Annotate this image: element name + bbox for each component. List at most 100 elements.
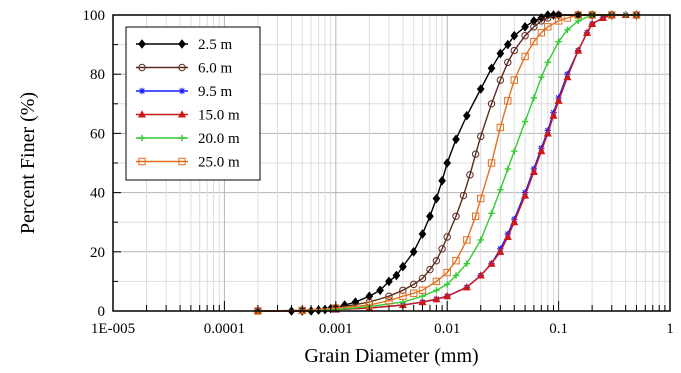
y-tick-label: 80 [90, 67, 105, 83]
data-point [409, 280, 418, 289]
data-point [471, 212, 480, 220]
data-point [452, 272, 460, 279]
series-line [257, 14, 637, 312]
legend-item: 9.5 m [136, 84, 233, 100]
data-point [510, 46, 518, 55]
ticks [113, 14, 666, 312]
data-point [443, 291, 452, 300]
data-point [530, 23, 538, 31]
data-point [438, 175, 446, 186]
data-point [399, 261, 407, 272]
data-point [544, 59, 552, 66]
data-point [582, 28, 592, 36]
data-point [496, 247, 505, 255]
data-point [497, 186, 504, 193]
data-point [452, 134, 460, 145]
legend-marker [137, 110, 147, 118]
data-point [399, 292, 407, 300]
data-point [487, 63, 496, 74]
x-tick-label: 1 [666, 321, 674, 337]
data-point [433, 287, 440, 294]
y-tick-label: 100 [83, 8, 106, 24]
x-tick-label: 0.0001 [204, 321, 245, 337]
data-point [521, 118, 529, 125]
data-point [549, 111, 558, 119]
series-4 [254, 11, 640, 315]
legend-label: 15.0 m [198, 108, 240, 124]
x-tick-label: 0.1 [549, 321, 568, 337]
data-point [376, 285, 384, 296]
data-point [574, 46, 583, 54]
data-point [432, 277, 441, 286]
legend-marker [138, 87, 146, 95]
data-point [488, 210, 495, 217]
data-point [426, 265, 434, 274]
data-point [459, 191, 468, 200]
data-point [588, 19, 597, 27]
data-point [418, 229, 427, 239]
data-point [409, 246, 418, 257]
data-point [432, 294, 441, 303]
legend-item: 6.0 m [136, 61, 233, 77]
data-point [399, 298, 407, 306]
data-point [487, 100, 496, 108]
x-tick-label: 0.01 [434, 321, 460, 337]
data-point [538, 73, 545, 81]
data-point [432, 256, 441, 265]
y-tick-label: 40 [90, 186, 105, 202]
data-point [463, 260, 471, 267]
data-point [477, 236, 484, 244]
data-point [476, 271, 485, 279]
data-point [409, 289, 418, 297]
data-point [452, 256, 460, 265]
legend-marker [178, 87, 186, 95]
data-point [530, 94, 538, 102]
data-point [537, 17, 546, 25]
data-point [444, 281, 451, 288]
x-tick-label: 1E-005 [91, 321, 135, 337]
data-point [555, 38, 562, 45]
series-line [257, 14, 637, 312]
data-point [487, 159, 496, 167]
data-point [511, 147, 518, 155]
series-1 [254, 11, 641, 315]
series-5 [254, 11, 641, 315]
data-point [564, 26, 571, 33]
legend-marker [138, 39, 146, 49]
data-point [463, 236, 471, 244]
data-point [510, 30, 519, 41]
data-point [452, 212, 460, 220]
data-point [487, 259, 496, 267]
data-point [462, 283, 471, 291]
data-point [563, 72, 572, 81]
data-point [477, 132, 485, 141]
y-tick-label: 60 [90, 126, 105, 142]
data-point [529, 167, 538, 175]
data-point [521, 22, 529, 32]
legend-label: 25.0 m [198, 155, 240, 171]
data-point [462, 110, 471, 121]
data-point [554, 96, 563, 104]
series-line [257, 14, 637, 312]
legend-marker [138, 134, 146, 142]
data-point [554, 17, 563, 25]
y-tick-label: 0 [98, 304, 106, 320]
legend-marker [138, 157, 146, 166]
data-point [385, 276, 393, 287]
legend-label: 6.0 m [198, 61, 233, 77]
legend-marker [177, 110, 187, 118]
data-point [496, 76, 505, 84]
data-point [443, 268, 451, 277]
legend-item: 25.0 m [136, 155, 240, 171]
data-point [432, 193, 441, 204]
data-point [598, 13, 607, 22]
data-point [471, 150, 480, 158]
x-tick-label: 0.001 [319, 321, 353, 337]
data-point [503, 39, 512, 50]
data-point [504, 58, 512, 67]
data-point [530, 37, 538, 46]
data-point [385, 296, 393, 305]
data-point [521, 32, 529, 40]
legend-marker [178, 134, 186, 142]
